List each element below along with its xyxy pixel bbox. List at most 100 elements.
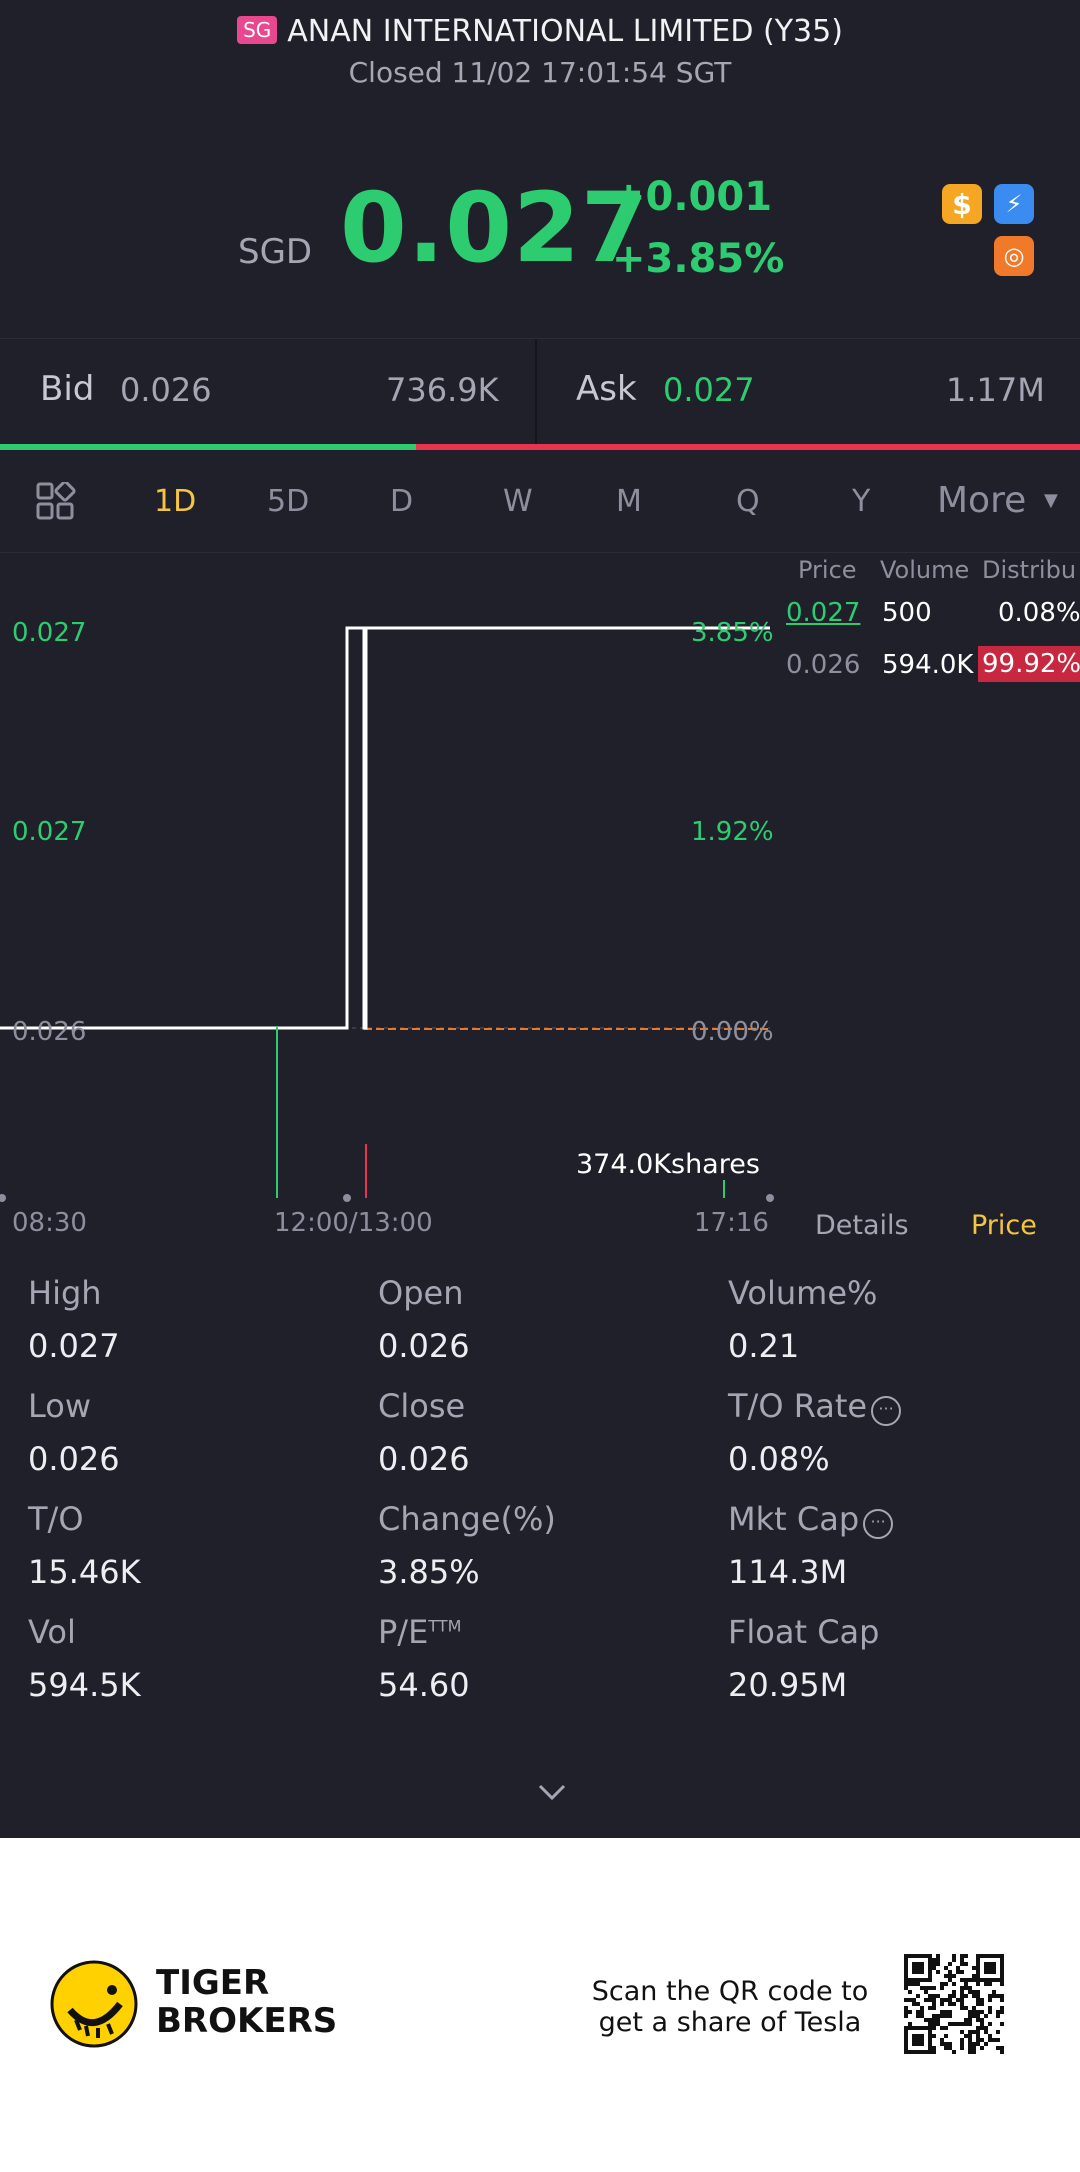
qr-module bbox=[992, 1966, 996, 1970]
qr-module bbox=[988, 2006, 992, 2010]
qr-module bbox=[976, 1994, 980, 1998]
qr-module bbox=[940, 2014, 944, 2018]
promo-line: get a share of Tesla bbox=[598, 2007, 862, 2038]
tab-price[interactable]: Price bbox=[971, 1210, 1037, 1241]
tab-d[interactable]: D bbox=[390, 484, 414, 519]
expand-chevron-icon[interactable] bbox=[536, 1780, 568, 1804]
qr-module bbox=[948, 1994, 952, 1998]
bid-ask-bar[interactable]: Bid 0.026 736.9K Ask 0.027 1.17M bbox=[0, 338, 1080, 445]
period-tabs: 1D 5D D W M Q Y More ▼ bbox=[0, 456, 1080, 553]
qr-module bbox=[1000, 1978, 1004, 1982]
market-status: Closed 11/02 17:01:54 SGT bbox=[348, 56, 732, 89]
qr-module bbox=[952, 1954, 956, 1958]
stat-label: T/O Rate bbox=[728, 1387, 868, 1425]
stat-value: 15.46K bbox=[28, 1553, 141, 1591]
qr-module bbox=[904, 2026, 908, 2030]
qr-module bbox=[948, 2002, 952, 2006]
qr-module bbox=[996, 1954, 1000, 1958]
qr-module bbox=[908, 2022, 912, 2026]
lightning-level-icon[interactable]: ⚡ bbox=[994, 184, 1034, 224]
stats-grid: High 0.027 Open 0.026 Volume% 0.21 Low 0… bbox=[0, 1250, 1080, 1730]
qr-module bbox=[968, 1986, 972, 1990]
qr-module bbox=[968, 2018, 972, 2022]
qr-module bbox=[976, 1970, 980, 1974]
stat-label: Mkt Cap bbox=[728, 1500, 860, 1538]
qr-module bbox=[912, 2038, 916, 2042]
qr-module bbox=[944, 1982, 948, 1986]
stat-label: T/O bbox=[28, 1500, 84, 1538]
qr-module bbox=[980, 1978, 984, 1982]
bid-label: Bid bbox=[40, 369, 95, 409]
margin-icon[interactable]: ◎ bbox=[994, 236, 1034, 276]
tab-y[interactable]: Y bbox=[852, 484, 871, 519]
qr-module bbox=[928, 2038, 932, 2042]
qr-module bbox=[960, 1954, 964, 1958]
qr-module bbox=[960, 2042, 964, 2046]
tab-q[interactable]: Q bbox=[736, 484, 760, 519]
qr-module bbox=[964, 2018, 968, 2022]
y-axis-label: 0.027 bbox=[12, 618, 87, 648]
bid-size: 736.9K bbox=[386, 371, 499, 409]
qr-module bbox=[928, 2034, 932, 2038]
stat-label-mktcap[interactable]: Mkt Cap ··· bbox=[728, 1500, 894, 1539]
x-dot bbox=[0, 1194, 6, 1202]
qr-module bbox=[1000, 1998, 1004, 2002]
qr-module bbox=[976, 2014, 980, 2018]
qr-module bbox=[916, 1994, 920, 1998]
intraday-chart[interactable] bbox=[0, 554, 780, 1244]
qr-module bbox=[976, 2002, 980, 2006]
qr-module bbox=[992, 1994, 996, 1998]
stat-value: 0.08% bbox=[728, 1440, 830, 1478]
qr-module bbox=[936, 2018, 940, 2022]
qr-module bbox=[904, 2034, 908, 2038]
qr-module bbox=[996, 2010, 1000, 2014]
qr-module bbox=[920, 1962, 924, 1966]
qr-module bbox=[944, 2046, 948, 2050]
dist-row-pct: 0.08% bbox=[998, 598, 1080, 628]
tab-w[interactable]: W bbox=[503, 484, 533, 519]
layout-grid-icon[interactable] bbox=[36, 482, 76, 522]
dollar-icon[interactable]: $ bbox=[942, 184, 982, 224]
qr-module bbox=[992, 1990, 996, 1994]
qr-module bbox=[928, 2026, 932, 2030]
qr-module bbox=[940, 1982, 944, 1986]
qr-module bbox=[908, 2026, 912, 2030]
qr-module bbox=[928, 1994, 932, 1998]
stat-value: 0.027 bbox=[28, 1327, 120, 1365]
qr-module bbox=[976, 2034, 980, 2038]
x-axis-label: 17:16 bbox=[694, 1208, 769, 1238]
qr-module bbox=[956, 1998, 960, 2002]
more-info-icon[interactable]: ··· bbox=[863, 1509, 894, 1539]
qr-module bbox=[936, 1958, 940, 1962]
chevron-down-icon[interactable]: ▼ bbox=[1044, 490, 1058, 511]
tab-more[interactable]: More bbox=[937, 480, 1027, 521]
qr-module bbox=[912, 1982, 916, 1986]
tab-1d[interactable]: 1D bbox=[154, 484, 197, 519]
qr-module bbox=[992, 1978, 996, 1982]
qr-module bbox=[980, 2038, 984, 2042]
y-axis-pct-label: 1.92% bbox=[691, 817, 774, 847]
qr-module bbox=[968, 2050, 972, 2054]
currency-label: SGD bbox=[238, 232, 313, 272]
qr-module bbox=[980, 2022, 984, 2026]
qr-module bbox=[928, 1986, 932, 1990]
qr-module bbox=[904, 2042, 908, 2046]
tab-details[interactable]: Details bbox=[815, 1210, 909, 1241]
qr-module bbox=[1000, 1974, 1004, 1978]
qr-module bbox=[988, 1954, 992, 1958]
qr-module bbox=[916, 1970, 920, 1974]
stock-title: SG ANAN INTERNATIONAL LIMITED (Y35) bbox=[0, 14, 1080, 49]
qr-module bbox=[980, 1954, 984, 1958]
qr-module bbox=[948, 1970, 952, 1974]
qr-module bbox=[928, 2050, 932, 2054]
qr-module bbox=[920, 2014, 924, 2018]
qr-module bbox=[948, 1978, 952, 1982]
qr-module bbox=[968, 2046, 972, 2050]
qr-module bbox=[920, 2034, 924, 2038]
more-info-icon[interactable]: ··· bbox=[871, 1396, 902, 1426]
qr-module bbox=[972, 1974, 976, 1978]
stat-label-torate[interactable]: T/O Rate ··· bbox=[728, 1387, 902, 1426]
qr-module bbox=[960, 1970, 964, 1974]
tab-5d[interactable]: 5D bbox=[267, 484, 310, 519]
tab-m[interactable]: M bbox=[616, 484, 642, 519]
